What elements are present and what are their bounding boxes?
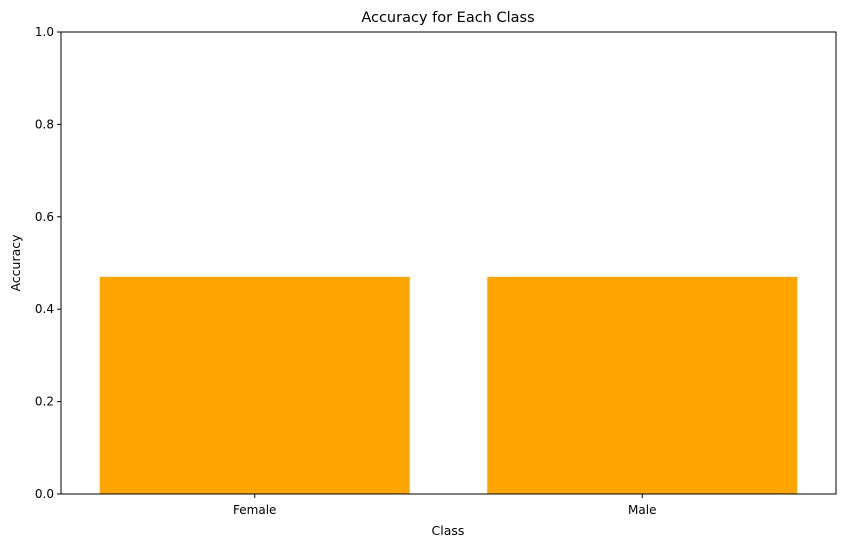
y-ticks-group: 0.0 0.2 0.4 0.6 0.8 1.0 <box>35 25 61 501</box>
y-tick-label: 0.0 <box>35 487 54 501</box>
x-tick-label: Male <box>628 503 656 517</box>
plot-frame <box>60 31 837 495</box>
y-axis-label: Accuracy <box>8 234 23 292</box>
y-tick-label: 1.0 <box>35 25 54 39</box>
bar-female <box>99 276 410 494</box>
y-tick-label: 0.6 <box>35 210 54 224</box>
y-tick-label: 0.2 <box>35 395 54 409</box>
y-tick-label: 0.4 <box>35 302 54 316</box>
y-tick-label: 0.8 <box>35 117 54 131</box>
chart-title: Accuracy for Each Class <box>361 10 534 26</box>
x-ticks-group: Female Male <box>233 494 656 517</box>
bar-male <box>487 276 798 494</box>
x-tick-label: Female <box>233 503 276 517</box>
x-axis-label: Class <box>432 523 465 538</box>
bars-group <box>99 276 798 494</box>
